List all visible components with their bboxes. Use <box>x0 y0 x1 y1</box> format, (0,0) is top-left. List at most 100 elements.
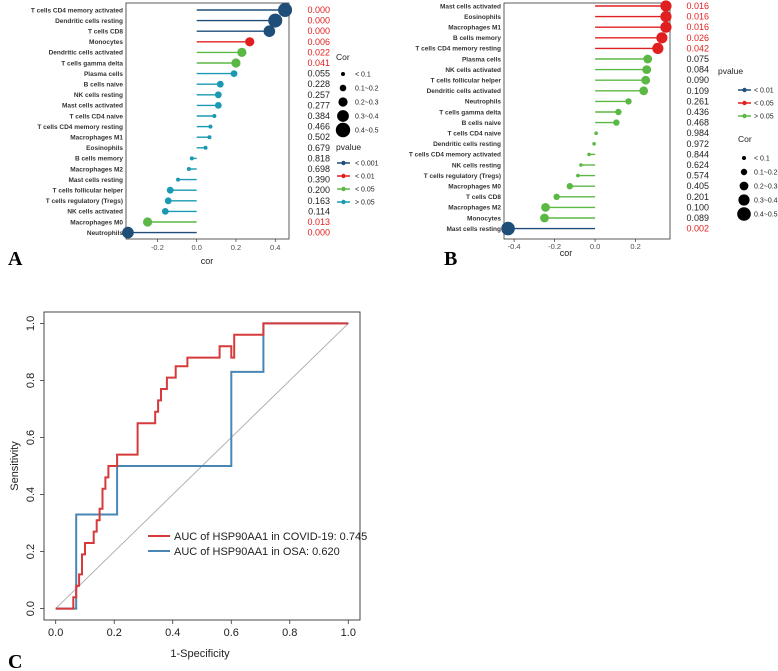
panel-a-row-label: NK cells resting <box>74 92 123 99</box>
panel-b-row-label: NK cells resting <box>452 162 501 169</box>
panel-a-point <box>207 135 212 140</box>
panel-c-xtick-label: 0.8 <box>282 627 297 639</box>
panel-b-pvalue: 0.016 <box>686 1 709 11</box>
panel-a-legend-p-item: < 0.001 <box>355 161 379 168</box>
panel-b-row-label: B cells naive <box>462 120 502 127</box>
panel-c-roc-chart: 1-Specificity Sensitivity C 0.0 0.0 0.2 0.2… <box>8 311 367 671</box>
panel-c-xtick-label: 1.0 <box>341 627 356 639</box>
panel-c-xtick-label: 0.6 <box>224 627 239 639</box>
panel-b-point <box>553 193 560 200</box>
panel-b-xlabel: cor <box>560 248 573 258</box>
panel-b-legend-p-title: pvalue <box>718 66 743 76</box>
panel-b-legend-p-item: < 0.01 <box>754 88 774 95</box>
panel-b-pvalue: 0.972 <box>686 139 709 149</box>
panel-c-ytick-label: 0.0 <box>25 601 37 616</box>
panel-b-row-label: T cells follicular helper <box>431 78 502 85</box>
panel-b-point <box>641 75 651 85</box>
panel-b-row-label: NK cells activated <box>445 67 501 74</box>
panel-b-row-label: T cells CD4 memory activated <box>409 152 501 159</box>
panel-a-pvalue: 0.679 <box>307 143 330 153</box>
panel-a-point <box>214 102 222 109</box>
panel-b-point <box>594 131 598 135</box>
panel-a-xtick-label: 0.4 <box>270 243 280 252</box>
panel-a-pvalue: 0.114 <box>308 206 330 216</box>
panel-b-point <box>576 173 580 178</box>
panel-a-point <box>166 186 174 194</box>
panel-a-legend-p-title: pvalue <box>336 142 361 152</box>
panel-a-row-label: T cells follicular helper <box>53 188 124 195</box>
panel-a-point <box>216 80 224 88</box>
panel-b-pvalue: 0.624 <box>686 160 709 170</box>
panel-a-point <box>268 13 283 28</box>
panel-a-legend-cor-symbol <box>338 97 348 107</box>
panel-b-legend-cor-symbol <box>737 207 751 221</box>
panel-b-legend-cor-item: 0.1~0.2 <box>754 170 778 177</box>
panel-b-point <box>613 119 620 126</box>
panel-b-pvalue: 0.042 <box>686 43 709 53</box>
panel-b-legend-cor-symbol <box>738 194 750 206</box>
panel-a-point <box>237 47 247 58</box>
panel-a-pvalue: 0.022 <box>307 47 330 57</box>
panel-b-pvalue: 0.574 <box>686 171 709 181</box>
panel-b-row-label: Monocytes <box>467 215 501 222</box>
panel-a-point <box>143 217 153 227</box>
panel-b-point <box>540 213 549 223</box>
panel-c-ytick-label: 0.2 <box>25 544 37 559</box>
panel-a-point <box>164 197 172 205</box>
panel-a-legend-cor-symbol <box>337 110 349 122</box>
panel-a-legend-p-symbol <box>341 186 346 192</box>
panel-a-pvalue: 0.041 <box>307 58 330 68</box>
panel-b-legend-cor-item: 0.2~0.3 <box>754 184 778 191</box>
panel-b-legend-cor-item: 0.4~0.5 <box>754 212 778 219</box>
panel-b-row-label: T cells regulatory (Tregs) <box>424 173 501 180</box>
panel-b-row-label: Eosinophils <box>464 14 501 21</box>
panel-b-point <box>615 108 622 116</box>
panel-b-pvalue: 0.984 <box>686 128 709 138</box>
panel-a-row-label: Dendritic cells activated <box>49 50 123 57</box>
panel-b-row-label: B cells memory <box>453 35 501 42</box>
panel-b-point <box>566 183 573 190</box>
panel-a-pvalue: 0.502 <box>307 132 330 142</box>
panel-a-point <box>278 3 293 17</box>
panel-a-legend-p-item: < 0.05 <box>355 187 375 194</box>
panel-b-xtick-label: 0.2 <box>630 242 640 251</box>
panel-a-row-label: Neutrophils <box>87 230 123 237</box>
panel-b-pvalue: 0.100 <box>686 202 709 212</box>
panel-a-row-label: Macrophages M2 <box>70 166 123 173</box>
panel-a-pvalue: 0.384 <box>307 111 330 121</box>
panel-b-pvalue: 0.844 <box>686 149 709 159</box>
panel-b-pvalue: 0.016 <box>686 22 709 32</box>
panel-letter-a: A <box>8 248 23 270</box>
panel-a-point <box>231 58 241 68</box>
panel-a-pvalue: 0.163 <box>307 196 330 206</box>
panel-a-legend-cor-item: 0.4~0.5 <box>355 128 379 135</box>
panel-a-xtick-label: 0.2 <box>231 243 241 252</box>
panel-b-legend-p-symbol <box>742 100 747 106</box>
panel-a-pvalue: 0.013 <box>307 217 330 227</box>
panel-b-pvalue: 0.016 <box>686 12 709 22</box>
panel-a-chart: cor A -0.2 0.0 0.2 0.4 T cells CD4 memory ac… <box>8 2 379 270</box>
panel-a-point <box>186 167 191 171</box>
panel-a-point <box>212 114 217 118</box>
panel-a-pvalue: 0.000 <box>307 26 330 36</box>
panel-b-row-label: Dendritic cells resting <box>433 141 501 148</box>
panel-a-legend-cor-item: 0.2~0.3 <box>355 100 379 107</box>
panel-b-point <box>652 42 664 55</box>
panel-b-legend-p-item: > 0.05 <box>754 114 774 121</box>
panel-b-pvalue: 0.468 <box>686 118 709 128</box>
panel-b-chart: cor B -0.4 -0.2 0.0 0.2 Mast cells activated… <box>409 0 778 270</box>
panel-b-point <box>656 32 668 44</box>
panel-b-row-label: Mast cells activated <box>440 3 501 10</box>
panel-b-row-label: Plasma cells <box>462 56 501 63</box>
panel-a-point <box>176 177 181 182</box>
panel-a-row-label: Macrophages M1 <box>70 135 123 142</box>
panel-b-pvalue: 0.026 <box>686 33 709 43</box>
panel-a-point <box>263 25 276 37</box>
panel-a-row-label: Mast cells resting <box>68 177 123 184</box>
panel-a-legend-p-symbol <box>341 160 346 166</box>
panel-b-legend-cor-item: < 0.1 <box>754 156 770 163</box>
panel-c-ytick-label: 1.0 <box>25 316 37 331</box>
panel-b-pvalue: 0.090 <box>686 75 709 85</box>
panel-a-row-label: Plasma cells <box>84 71 123 78</box>
panel-b-pvalue: 0.109 <box>686 86 709 96</box>
